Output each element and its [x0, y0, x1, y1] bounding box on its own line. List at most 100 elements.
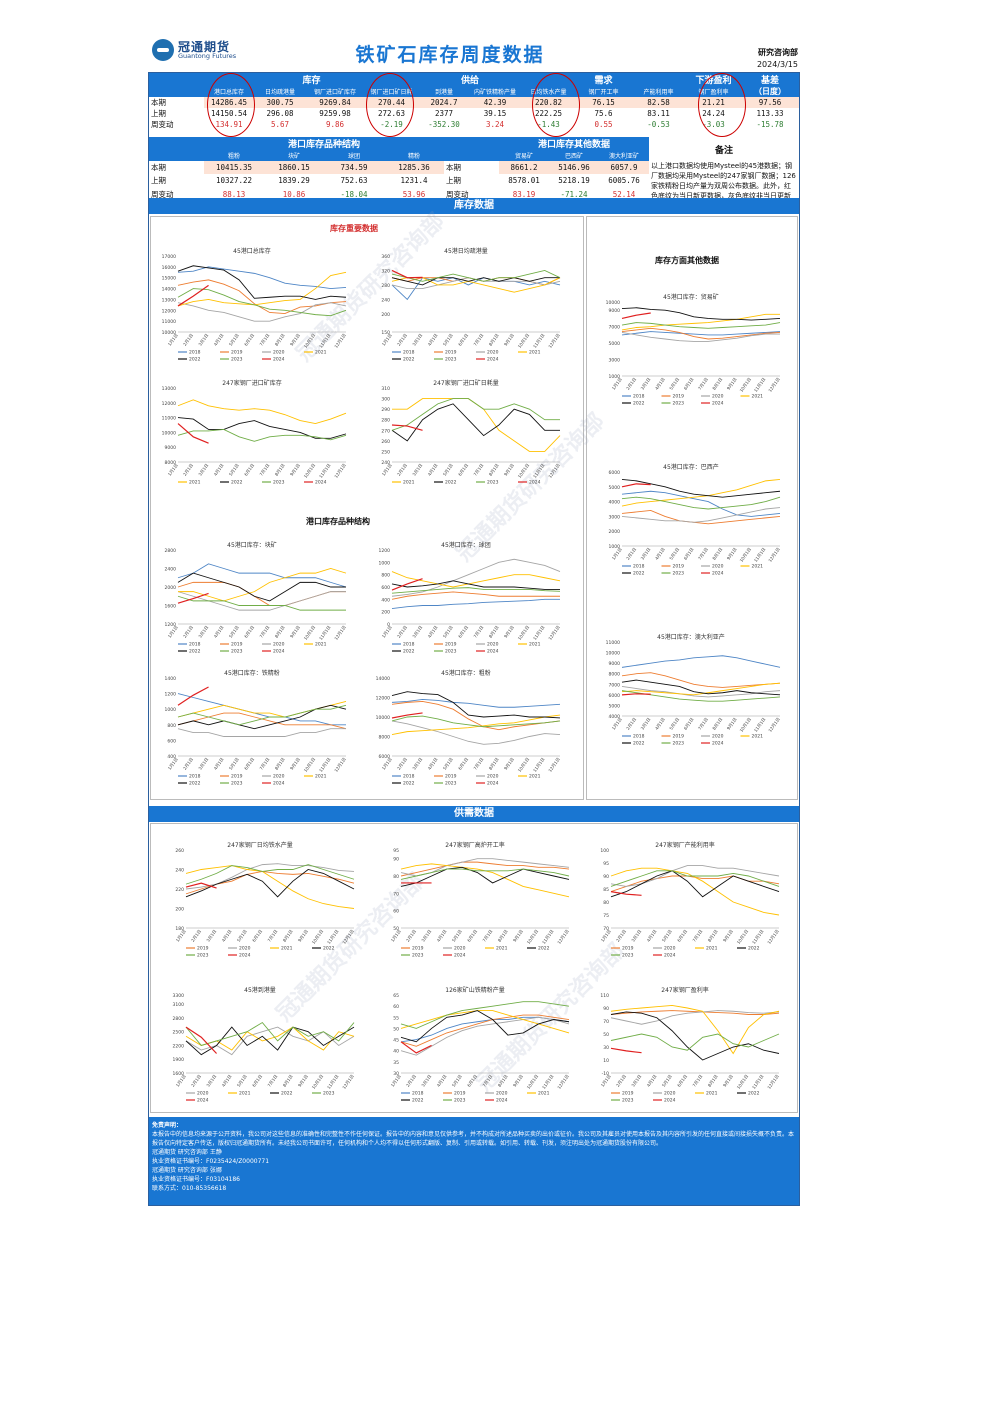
y-tick-label: 15000 — [162, 276, 176, 282]
chart-svg: 50 60 70 80 90 95 1月1日 2月1日 3月1日 4月1日 5月1日 6月1日 7月1日… — [390, 848, 571, 959]
x-tick-label: 7月1日 — [258, 463, 271, 478]
col-header: 钢厂进口矿库存 — [306, 86, 364, 97]
x-tick-label: 11月1日 — [318, 463, 332, 480]
x-tick-label: 11月1日 — [326, 1074, 340, 1091]
y-tick-label: 250 — [381, 449, 390, 455]
series-line-2024 — [185, 882, 217, 889]
disclaimer-phone: 联系方式：010-85356618 — [152, 1185, 227, 1192]
y-tick-label: 9000 — [609, 661, 621, 667]
series-line-2021 — [610, 1004, 780, 1055]
x-tick-label: 9月1日 — [297, 1074, 310, 1089]
highlight-ring — [698, 73, 746, 137]
x-tick-label: 12月1日 — [333, 463, 347, 480]
y-tick-label: 1200 — [379, 548, 391, 554]
legend-label: 2020 — [197, 1091, 209, 1097]
x-tick-label: 8月1日 — [282, 1074, 295, 1089]
legend-label: 2024 — [273, 649, 285, 655]
x-tick-label: 10月1日 — [526, 929, 540, 946]
x-tick-label: 2月1日 — [396, 463, 409, 478]
row-label: 上期 — [151, 109, 166, 118]
x-tick-label: 3月1日 — [630, 929, 643, 944]
chart-title: 126家矿山铁精粉产量 — [445, 987, 505, 994]
series-line-2024 — [391, 578, 423, 591]
series-line-2020 — [177, 728, 346, 737]
legend-label: 2020 — [487, 642, 499, 648]
x-tick-label: 7月1日 — [472, 463, 485, 478]
legend-label: 2023 — [197, 953, 209, 959]
y-tick-label: 0 — [387, 622, 390, 628]
x-tick-label: 9月1日 — [722, 929, 735, 944]
legend-label: 2021 — [529, 642, 541, 648]
disclaimer-author1: 冠通期货 研究咨询部 王静 — [152, 1149, 222, 1156]
y-tick-label: 2500 — [173, 1030, 185, 1036]
highlight-ring — [207, 73, 255, 137]
series-line-2019 — [177, 581, 346, 606]
legend-label: 2023 — [487, 480, 499, 486]
x-tick-label: 4月1日 — [427, 463, 440, 478]
page-title: 铁矿石库存周度数据 — [355, 44, 545, 66]
cell-value: 5.67 — [270, 120, 290, 129]
cell-value: 97.56 — [741, 97, 799, 108]
legend-label: 2024 — [487, 649, 499, 655]
y-tick-label: 360 — [381, 254, 390, 260]
y-tick-label: 1000 — [609, 544, 621, 550]
x-tick-label: 9月1日 — [726, 377, 739, 392]
x-tick-label: 3月1日 — [411, 757, 424, 772]
legend-label: 2020 — [496, 1091, 508, 1097]
y-tick-label: 85 — [603, 887, 609, 893]
notes-text: 以上港口数据均使用Mysteel的45港数据；钢厂数据均采用Mysteel的24… — [651, 162, 796, 200]
legend-label: 2018 — [412, 1091, 424, 1097]
legend-label: 2018 — [633, 734, 645, 740]
highlight-ring — [532, 73, 580, 137]
y-tick-label: 1000 — [609, 374, 621, 380]
legend-label: 2022 — [633, 741, 645, 747]
x-tick-label: 12月1日 — [766, 1074, 780, 1091]
series-line-2018 — [621, 490, 781, 517]
series-line-2019 — [391, 591, 560, 600]
legend-label: 2023 — [231, 781, 243, 787]
x-tick-label: 5月1日 — [661, 929, 674, 944]
y-tick-label: 200 — [381, 312, 390, 318]
x-tick-label: 12月1日 — [547, 625, 561, 642]
x-tick-label: 3月1日 — [640, 547, 653, 562]
group-inventory: 库存 — [204, 73, 419, 86]
legend-label: 2021 — [538, 1091, 550, 1097]
x-tick-label: 3月1日 — [197, 463, 210, 478]
x-tick-label: 9月1日 — [289, 463, 302, 478]
x-tick-label: 12月1日 — [547, 463, 561, 480]
series-line-2023 — [177, 428, 347, 442]
x-tick-label: 10月1日 — [303, 333, 317, 350]
series-line-2023 — [610, 870, 780, 887]
legend-label: 2021 — [752, 734, 764, 740]
series-line-2024 — [391, 269, 423, 279]
x-tick-label: 10月1日 — [311, 1074, 325, 1091]
series-line-2024 — [391, 424, 423, 431]
legend-label: 2020 — [487, 350, 499, 356]
legend-label: 2022 — [633, 571, 645, 577]
legend-label: 2024 — [664, 1098, 676, 1104]
chart-title: 45港口库存：澳大利亚产 — [657, 634, 725, 641]
y-tick-label: 30 — [393, 1071, 399, 1077]
cell-value: 1860.15 — [264, 161, 324, 175]
y-tick-label: 1000 — [379, 560, 391, 566]
series-line-2024 — [610, 891, 642, 896]
x-tick-label: 6月1日 — [466, 929, 479, 944]
y-tick-label: -10 — [602, 1071, 609, 1077]
row-label: 本期 — [446, 163, 461, 173]
legend-label: 2021 — [529, 774, 541, 780]
line-chart-c8: 45港口库存：粗粉 6000 8000 10000 12000 14000 1月1日 2月1日… — [366, 668, 566, 790]
series-line-2018 — [391, 277, 561, 301]
cell-value: 53.96 — [402, 189, 426, 199]
y-tick-label: 280 — [381, 418, 390, 424]
x-tick-label: 4月1日 — [654, 377, 667, 392]
line-chart-c17: 247家钢厂盈利率 -10 10 30 50 70 90 110 1月1日 2月1日 3月1日 4月1… — [585, 985, 785, 1107]
x-tick-label: 11月1日 — [751, 1074, 765, 1091]
y-tick-label: 5000 — [609, 341, 621, 347]
y-tick-label: 60 — [393, 1004, 399, 1010]
x-tick-label: 5月1日 — [668, 547, 681, 562]
series-line-2019 — [621, 672, 781, 688]
col-header: 球团 — [324, 150, 384, 161]
series-line-2021 — [391, 571, 561, 588]
x-tick-label: 9月1日 — [726, 717, 739, 732]
